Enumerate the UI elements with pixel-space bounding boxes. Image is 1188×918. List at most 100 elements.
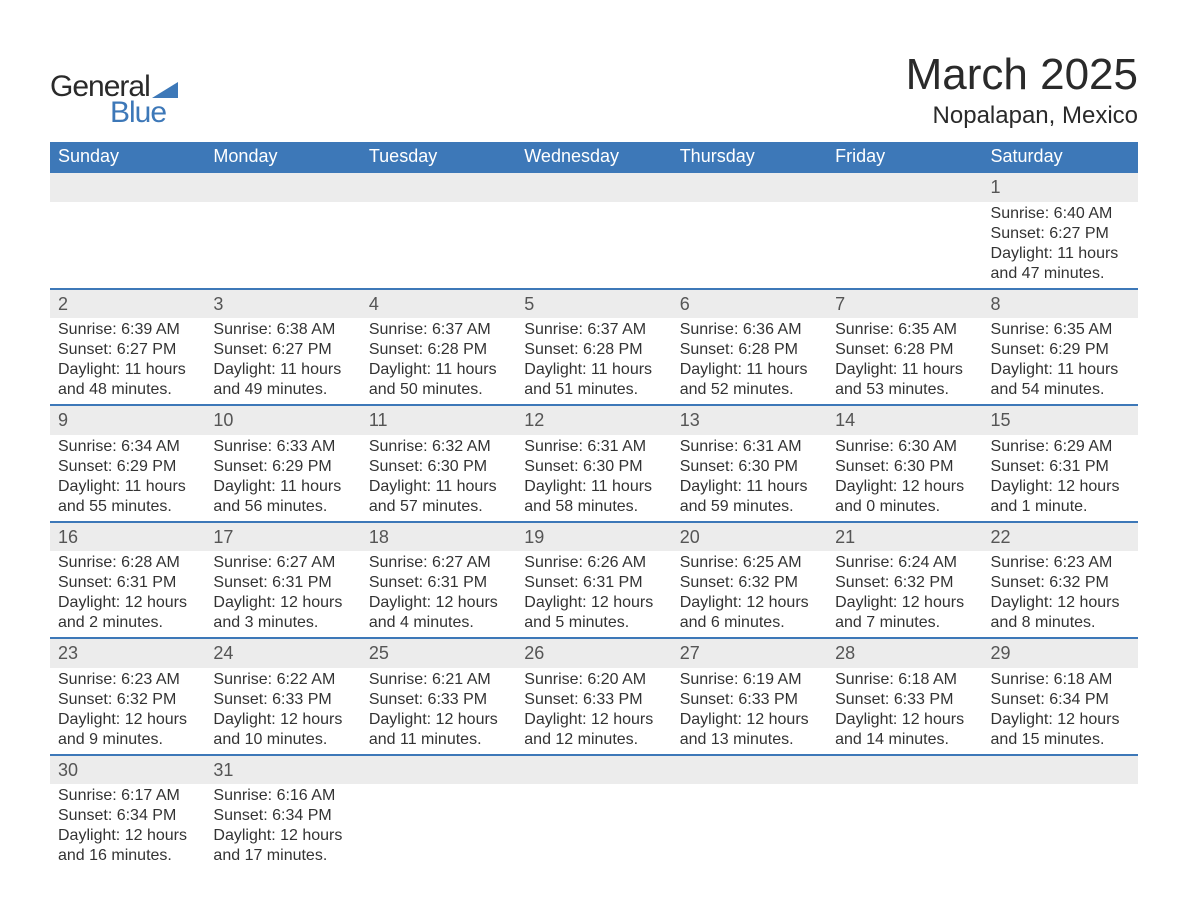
day-info-cell: Sunrise: 6:36 AMSunset: 6:28 PMDaylight:… [672,318,827,405]
sunrise-text: Sunrise: 6:27 AM [213,553,352,573]
day-info-cell: Sunrise: 6:38 AMSunset: 6:27 PMDaylight:… [205,318,360,405]
weekday-header-row: Sunday Monday Tuesday Wednesday Thursday… [50,142,1138,172]
day-info-cell [983,784,1138,870]
daylight-text: Daylight: 12 hours and 15 minutes. [991,710,1130,750]
day-number-cell: 17 [205,522,360,552]
day-number: 12 [516,406,671,435]
daylight-text: Daylight: 11 hours and 51 minutes. [524,360,663,400]
daylight-text: Daylight: 11 hours and 48 minutes. [58,360,197,400]
day-info-cell: Sunrise: 6:17 AMSunset: 6:34 PMDaylight:… [50,784,205,870]
day-number-cell: 24 [205,638,360,668]
daylight-text: Daylight: 11 hours and 53 minutes. [835,360,974,400]
day-number-cell: 28 [827,638,982,668]
day-info-row: Sunrise: 6:34 AMSunset: 6:29 PMDaylight:… [50,435,1138,522]
day-number-cell: 30 [50,755,205,785]
day-number: 24 [205,639,360,668]
day-info-cell: Sunrise: 6:35 AMSunset: 6:28 PMDaylight:… [827,318,982,405]
day-number-cell [361,172,516,202]
day-number: 9 [50,406,205,435]
sunset-text: Sunset: 6:29 PM [58,457,197,477]
sunset-text: Sunset: 6:32 PM [991,573,1130,593]
sunrise-text: Sunrise: 6:30 AM [835,437,974,457]
day-number-cell [827,755,982,785]
daylight-text: Daylight: 11 hours and 49 minutes. [213,360,352,400]
sunset-text: Sunset: 6:27 PM [58,340,197,360]
day-number: 3 [205,290,360,319]
sunrise-text: Sunrise: 6:23 AM [991,553,1130,573]
day-number-row: 3031 [50,755,1138,785]
day-number: 19 [516,523,671,552]
day-info-cell: Sunrise: 6:35 AMSunset: 6:29 PMDaylight:… [983,318,1138,405]
sunset-text: Sunset: 6:28 PM [680,340,819,360]
day-number-cell: 16 [50,522,205,552]
day-info-cell: Sunrise: 6:25 AMSunset: 6:32 PMDaylight:… [672,551,827,638]
day-number: 31 [205,756,360,785]
sunset-text: Sunset: 6:27 PM [213,340,352,360]
sunset-text: Sunset: 6:29 PM [213,457,352,477]
sunrise-text: Sunrise: 6:28 AM [58,553,197,573]
day-info-row: Sunrise: 6:23 AMSunset: 6:32 PMDaylight:… [50,668,1138,755]
sunrise-text: Sunrise: 6:17 AM [58,786,197,806]
day-number: 25 [361,639,516,668]
day-number: 28 [827,639,982,668]
weekday-header: Sunday [50,142,205,172]
day-number: 8 [983,290,1138,319]
day-number-cell: 20 [672,522,827,552]
sunset-text: Sunset: 6:31 PM [524,573,663,593]
day-info-cell: Sunrise: 6:31 AMSunset: 6:30 PMDaylight:… [672,435,827,522]
day-info-cell [516,202,671,289]
day-number: 21 [827,523,982,552]
sunrise-text: Sunrise: 6:22 AM [213,670,352,690]
sunrise-text: Sunrise: 6:39 AM [58,320,197,340]
sunset-text: Sunset: 6:33 PM [680,690,819,710]
day-info-cell [827,784,982,870]
page-location: Nopalapan, Mexico [906,102,1138,130]
day-info-cell: Sunrise: 6:22 AMSunset: 6:33 PMDaylight:… [205,668,360,755]
daylight-text: Daylight: 12 hours and 5 minutes. [524,593,663,633]
daylight-text: Daylight: 11 hours and 56 minutes. [213,477,352,517]
day-number: 18 [361,523,516,552]
daylight-text: Daylight: 12 hours and 10 minutes. [213,710,352,750]
day-number-cell: 25 [361,638,516,668]
calendar-body: 1Sunrise: 6:40 AMSunset: 6:27 PMDaylight… [50,172,1138,870]
sunrise-text: Sunrise: 6:21 AM [369,670,508,690]
day-info-cell: Sunrise: 6:37 AMSunset: 6:28 PMDaylight:… [361,318,516,405]
day-info-cell: Sunrise: 6:39 AMSunset: 6:27 PMDaylight:… [50,318,205,405]
day-number-cell: 2 [50,289,205,319]
day-info-cell: Sunrise: 6:21 AMSunset: 6:33 PMDaylight:… [361,668,516,755]
sunrise-calendar-page: General Blue March 2025 Nopalapan, Mexic… [0,0,1188,918]
day-number-row: 9101112131415 [50,405,1138,435]
logo-mark-icon [152,76,178,98]
sunrise-text: Sunrise: 6:26 AM [524,553,663,573]
sunset-text: Sunset: 6:34 PM [213,806,352,826]
daylight-text: Daylight: 12 hours and 6 minutes. [680,593,819,633]
day-number-cell: 4 [361,289,516,319]
day-number-cell: 5 [516,289,671,319]
sunrise-text: Sunrise: 6:32 AM [369,437,508,457]
day-number-cell: 12 [516,405,671,435]
daylight-text: Daylight: 12 hours and 13 minutes. [680,710,819,750]
sunrise-text: Sunrise: 6:18 AM [835,670,974,690]
weekday-header: Wednesday [516,142,671,172]
daylight-text: Daylight: 11 hours and 47 minutes. [991,244,1130,284]
day-number: 1 [983,173,1138,202]
day-number-cell: 31 [205,755,360,785]
sunset-text: Sunset: 6:32 PM [835,573,974,593]
daylight-text: Daylight: 12 hours and 12 minutes. [524,710,663,750]
sunset-text: Sunset: 6:30 PM [369,457,508,477]
day-number: 15 [983,406,1138,435]
day-number: 2 [50,290,205,319]
sunrise-text: Sunrise: 6:18 AM [991,670,1130,690]
day-number-cell: 27 [672,638,827,668]
day-number: 5 [516,290,671,319]
daylight-text: Daylight: 11 hours and 59 minutes. [680,477,819,517]
day-info-cell: Sunrise: 6:27 AMSunset: 6:31 PMDaylight:… [361,551,516,638]
sunrise-text: Sunrise: 6:38 AM [213,320,352,340]
day-number-cell: 8 [983,289,1138,319]
sunset-text: Sunset: 6:28 PM [369,340,508,360]
day-info-row: Sunrise: 6:17 AMSunset: 6:34 PMDaylight:… [50,784,1138,870]
day-info-cell: Sunrise: 6:23 AMSunset: 6:32 PMDaylight:… [50,668,205,755]
weekday-header: Tuesday [361,142,516,172]
sunset-text: Sunset: 6:30 PM [835,457,974,477]
day-number-row: 1 [50,172,1138,202]
